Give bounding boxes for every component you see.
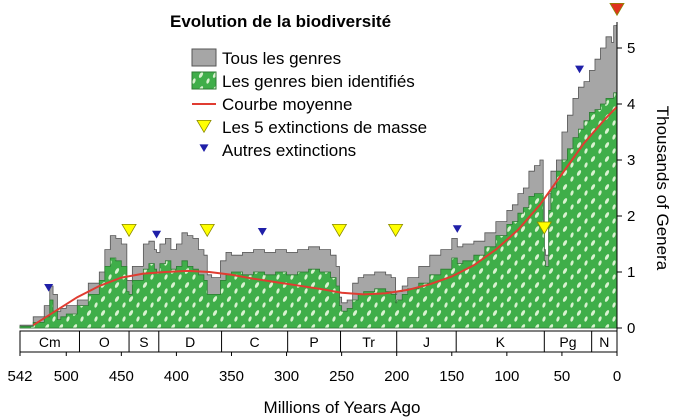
mass-extinction-marker-2	[199, 224, 215, 238]
data-layer	[19, 3, 625, 329]
legend-swatch-all-genera	[191, 48, 217, 67]
mass-extinction-marker-3	[331, 224, 348, 238]
other-extinction-marker-5	[575, 65, 585, 74]
legend-label-1: Tous les genres	[222, 49, 341, 68]
period-label-Tr: Tr	[362, 334, 375, 350]
other-extinction-marker-1	[44, 284, 54, 292]
legend-label-2: Les genres bien identifiés	[222, 72, 415, 91]
period-label-S: S	[139, 334, 148, 350]
mass-extinction-marker-5	[536, 221, 553, 235]
x-tick-label-450: 450	[109, 368, 134, 385]
y-tick-label-5: 5	[627, 40, 635, 57]
y-axis-title: Thousands of Genera	[653, 106, 672, 271]
x-tick-label-0: 0	[613, 368, 621, 385]
other-extinction-marker-4	[452, 225, 462, 233]
y-tick-label-1: 1	[627, 264, 635, 281]
y-tick-label-3: 3	[627, 152, 635, 169]
period-label-P: P	[309, 334, 318, 350]
x-tick-label-300: 300	[274, 368, 299, 385]
other-extinction-marker-2	[152, 230, 162, 239]
legend-swatch-well-resolved	[191, 71, 217, 90]
mass-extinction-marker-1	[121, 224, 137, 238]
x-tick-label-542: 542	[7, 368, 32, 385]
x-tick-label-400: 400	[164, 368, 189, 385]
period-label-C: C	[250, 334, 260, 350]
period-label-Cm: Cm	[39, 334, 61, 350]
legend-label-5: Autres extinctions	[222, 141, 356, 160]
period-label-Pg: Pg	[559, 334, 576, 350]
x-axis-title: Millions of Years Ago	[264, 398, 421, 417]
other-extinction-marker-3	[257, 228, 267, 236]
series-trend	[32, 106, 618, 327]
period-band	[19, 330, 618, 353]
present-day-marker	[609, 3, 625, 17]
period-label-N: N	[599, 334, 609, 350]
period-label-D: D	[185, 334, 195, 350]
x-tick-label-100: 100	[494, 368, 519, 385]
x-tick-label-200: 200	[384, 368, 409, 385]
legend-label-4: Les 5 extinctions de masse	[222, 118, 427, 137]
y-tick-label-2: 2	[627, 208, 635, 225]
mass-extinction-marker-4	[387, 224, 404, 238]
period-label-J: J	[423, 334, 430, 350]
legend: Tous les genres Les genres bien identifié…	[191, 48, 427, 160]
x-tick-label-350: 350	[219, 368, 244, 385]
y-tick-label-4: 4	[627, 96, 635, 113]
chart-title: Evolution de la biodiversité	[170, 12, 391, 31]
legend-label-3: Courbe moyenne	[222, 95, 352, 114]
legend-swatch-mass-extinction	[196, 120, 212, 134]
x-tick-label-50: 50	[554, 368, 571, 385]
period-label-O: O	[99, 334, 110, 350]
y-tick-label-0: 0	[627, 320, 635, 337]
x-tick-label-250: 250	[329, 368, 354, 385]
x-tick-label-500: 500	[54, 368, 79, 385]
legend-swatch-other-extinction	[199, 144, 209, 153]
x-tick-label-150: 150	[439, 368, 464, 385]
period-label-K: K	[496, 334, 506, 350]
